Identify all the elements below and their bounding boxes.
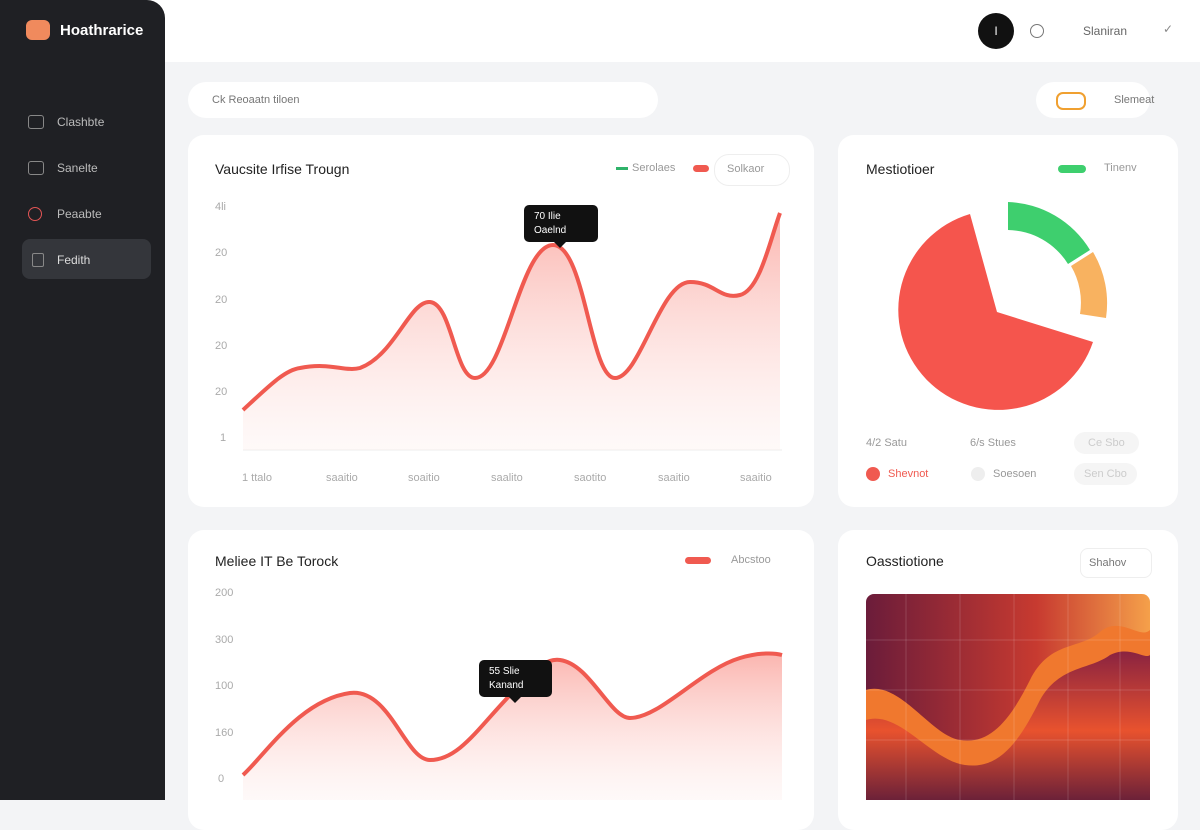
stat: Shevnot: [888, 468, 929, 480]
search-placeholder: Ck Reoaatn tiloen: [212, 94, 300, 106]
card-title: Vaucsite Irfise Trougn: [215, 161, 350, 177]
card-title: Oasstiotione: [866, 553, 944, 569]
toolbar-button[interactable]: Slemeat: [1036, 82, 1154, 118]
user-name[interactable]: Slaniran: [1083, 24, 1128, 38]
legend-swatch: [693, 165, 709, 172]
y-tick-label: 20: [215, 386, 228, 398]
legend-label: Serolaes: [632, 162, 676, 174]
stat-pill: Ce Sbo: [1074, 432, 1139, 454]
legend-swatch: [1058, 165, 1086, 173]
logo: [26, 20, 50, 40]
card-title: Meliee IT Be Torock: [215, 553, 339, 569]
button-label: Slemeat: [1114, 94, 1155, 106]
x-tick-label: saaitio: [658, 472, 690, 484]
avatar[interactable]: I: [978, 13, 1014, 49]
y-tick-label: 20: [215, 340, 228, 352]
topbar: [0, 0, 1200, 62]
x-tick-label: soaitio: [408, 472, 440, 484]
legend-swatch: [616, 167, 628, 170]
legend-swatch: [685, 557, 711, 564]
pie-card: Mestiotioer Tinenv 4/2 Satu 6/s Stues Ce…: [838, 135, 1178, 507]
card-title: Mestiotioer: [866, 161, 935, 177]
x-tick-label: saalito: [491, 472, 523, 484]
chevron: ✓: [1163, 22, 1174, 36]
nav-icon: [28, 115, 44, 129]
nav-icon: [28, 207, 42, 221]
nav-icon: [28, 161, 44, 175]
legend-label: Tinenv: [1104, 162, 1137, 174]
nav-item[interactable]: Peaabte: [57, 207, 102, 221]
stat: 6/s Stues: [970, 437, 1016, 449]
nav-item[interactable]: Sanelte: [57, 161, 98, 175]
dropdown[interactable]: Solkaor: [714, 154, 790, 186]
icon[interactable]: [1030, 24, 1044, 38]
nav-item[interactable]: Fedith: [57, 253, 91, 267]
legend-dot: [971, 467, 985, 481]
trend-card: Vaucsite Irfise Trougn Serolaes Solkaor …: [188, 135, 814, 507]
x-tick-label: saaitio: [326, 472, 358, 484]
dropdown-label: Shahov: [1089, 557, 1127, 569]
y-tick-label: 100: [215, 680, 234, 692]
y-tick-label: 20: [215, 247, 228, 259]
y-tick-label: 1: [220, 432, 227, 444]
stat-pill: Sen Cbo: [1074, 463, 1137, 485]
stat: Soesoen: [993, 468, 1037, 480]
heat-card: Oasstiotione Shahov: [838, 530, 1178, 830]
y-tick-label: 300: [215, 634, 234, 646]
brand: Hoathrarice: [60, 22, 144, 39]
x-tick-label: saaitio: [740, 472, 772, 484]
legend-dot: [866, 467, 880, 481]
y-tick-label: 20: [215, 294, 228, 306]
volume-card: Meliee IT Be Torock Abcstoo 200 300 100 …: [188, 530, 814, 830]
y-tick-label: 200: [215, 587, 234, 599]
y-tick-label: 0: [218, 773, 225, 785]
dropdown[interactable]: Shahov: [1080, 548, 1152, 578]
stat: 4/2 Satu: [866, 437, 907, 449]
y-tick-label: 160: [215, 727, 234, 739]
x-tick-label: 1 ttalo: [242, 472, 272, 484]
legend-label: Solkaor: [727, 163, 765, 175]
nav-item[interactable]: Clashbte: [57, 115, 105, 129]
legend-label: Abcstoo: [731, 554, 771, 566]
search-bar[interactable]: Ck Reoaatn tiloen: [188, 82, 658, 118]
sidebar: Hoathrarice Clashbte Sanelte Peaabte Fed…: [0, 0, 165, 800]
icon: [1056, 92, 1086, 110]
x-tick-label: saotito: [574, 472, 607, 484]
nav-icon: [32, 253, 44, 267]
y-tick-label: 4li: [215, 201, 227, 213]
